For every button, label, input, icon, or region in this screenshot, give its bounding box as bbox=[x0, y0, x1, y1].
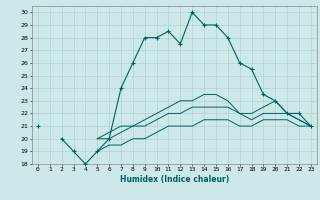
X-axis label: Humidex (Indice chaleur): Humidex (Indice chaleur) bbox=[120, 175, 229, 184]
